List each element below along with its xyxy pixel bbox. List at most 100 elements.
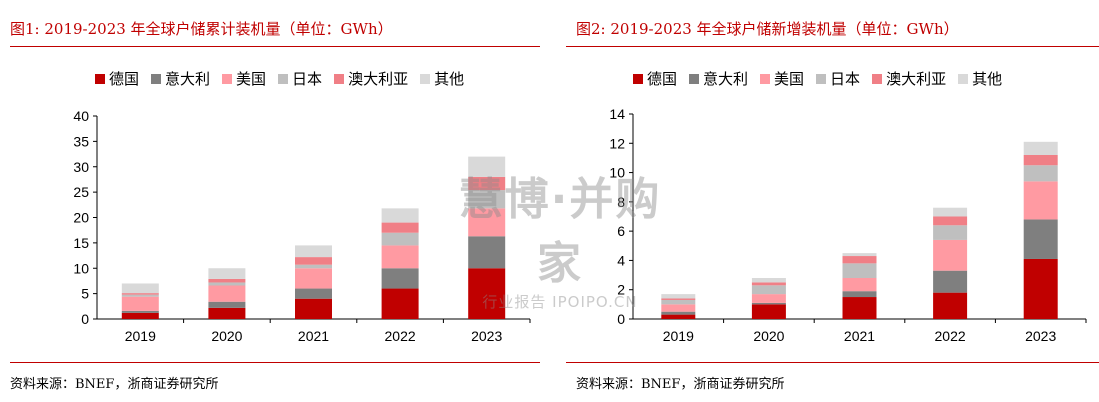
bar-segment: [1023, 155, 1058, 166]
footer-rule: [10, 362, 540, 363]
bar-segment: [1023, 181, 1058, 220]
y-tick-label: 10: [73, 260, 89, 276]
legend-item: 美国: [222, 68, 266, 89]
legend-item: 其他: [958, 68, 1002, 89]
legend-item: 美国: [760, 68, 804, 89]
legend-label: 美国: [236, 70, 267, 88]
bar-segment: [208, 278, 246, 283]
y-tick-label: 30: [73, 159, 89, 175]
bar-segment: [121, 310, 159, 313]
legend-swatch: [420, 73, 431, 84]
legend-item: 澳大利亚: [872, 68, 946, 89]
bar-segment: [381, 222, 419, 233]
y-tick-label: 15: [73, 235, 89, 251]
bar-segment: [842, 297, 877, 319]
y-tick-label: 6: [617, 223, 625, 239]
legend-swatch: [816, 73, 827, 84]
legend-item: 德国: [95, 68, 139, 89]
bar-segment: [751, 304, 786, 319]
bar-segment: [933, 270, 968, 293]
x-tick-label: 2023: [1025, 328, 1056, 344]
x-tick-label: 2021: [298, 328, 329, 344]
legend-swatch: [278, 73, 289, 84]
bar-segment: [381, 288, 419, 319]
source-note: 资料来源：BNEF，浙商证券研究所: [10, 377, 219, 392]
legend-swatch: [689, 73, 700, 84]
bar-segment: [1023, 219, 1058, 259]
legend-label: 德国: [647, 70, 678, 88]
bar-segment: [121, 283, 159, 294]
x-tick-label: 2022: [385, 328, 416, 344]
bar-segment: [468, 268, 506, 319]
legend-swatch: [334, 73, 345, 84]
chart-panel-1: 图1: 2019-2023 年全球户储累计装机量（单位：GWh） 德国 意大利 美国…: [10, 20, 540, 392]
legend-item: 其他: [420, 68, 464, 89]
x-tick-label: 2021: [844, 328, 875, 344]
bar-segment: [933, 207, 968, 217]
x-tick-label: 2020: [753, 328, 784, 344]
chart-title: 图2: 2019-2023 年全球户储新增装机量（单位：GWh）: [576, 20, 959, 38]
legend-swatch: [151, 73, 162, 84]
legend-swatch: [760, 73, 771, 84]
bar-segment: [468, 156, 506, 177]
legend: 德国 意大利 美国 日本 澳大利亚 其他: [95, 68, 476, 89]
x-tick-label: 2020: [211, 328, 242, 344]
title-rule: [10, 46, 540, 47]
y-tick-label: 35: [73, 133, 89, 149]
bar-segment: [751, 302, 786, 305]
legend-label: 澳大利亚: [886, 70, 947, 88]
bar-segment: [295, 268, 332, 289]
legend-label: 意大利: [165, 70, 211, 88]
legend-item: 德国: [633, 68, 677, 89]
bar-segment: [208, 307, 246, 319]
bar-segment: [1023, 165, 1058, 182]
bar-segment: [661, 298, 696, 300]
legend-item: 意大利: [689, 68, 748, 89]
bar-segment: [381, 245, 419, 269]
y-tick-label: 14: [609, 106, 625, 122]
legend-item: 澳大利亚: [334, 68, 408, 89]
bar-segment: [468, 190, 506, 209]
stacked-bar-chart: 0 5 10 15 20 25 30 35 40 2019 2020 2021 2022 2023: [73, 108, 531, 344]
bar-segment: [751, 282, 786, 286]
y-tick-label: 10: [609, 165, 625, 181]
bar-segment: [121, 293, 159, 295]
bar-segment: [381, 268, 419, 289]
bar-segment: [208, 285, 246, 302]
legend-swatch: [872, 73, 883, 84]
bar-segment: [121, 312, 159, 319]
legend-label: 日本: [292, 70, 323, 88]
chart-panel-2: 图2: 2019-2023 年全球户储新增装机量（单位：GWh） 德国 意大利 美国…: [566, 0, 1099, 402]
bar-segment: [661, 294, 696, 299]
bar-segment: [842, 253, 877, 257]
bar-segment: [1023, 258, 1058, 319]
y-tick-label: 12: [609, 135, 625, 151]
legend-label: 其他: [434, 70, 465, 88]
stacked-bar-chart: 0 2 4 6 8 10 12 14 2019 2020 2021 2022 2023: [609, 106, 1087, 344]
legend-label: 其他: [972, 70, 1003, 88]
x-tick-label: 2019: [663, 328, 694, 344]
legend-swatch: [95, 73, 105, 84]
y-tick-label: 20: [73, 210, 89, 226]
y-tick-label: 8: [617, 194, 625, 210]
legend-item: 日本: [278, 68, 322, 89]
y-tick-label: 0: [617, 311, 625, 327]
x-tick-label: 2019: [125, 328, 156, 344]
bar-segment: [468, 236, 506, 269]
y-tick-label: 2: [617, 282, 625, 298]
bar-segment: [661, 311, 696, 315]
bar-segment: [295, 257, 332, 265]
legend-label: 澳大利亚: [348, 70, 409, 88]
bar-segment: [295, 288, 332, 299]
bar-segment: [121, 296, 159, 311]
y-tick-label: 5: [81, 286, 89, 302]
bar-segment: [842, 291, 877, 298]
x-tick-label: 2023: [471, 328, 502, 344]
legend-swatch: [958, 73, 969, 84]
bar-segment: [121, 294, 159, 297]
bar-segment: [208, 301, 246, 308]
bar-segment: [468, 176, 506, 191]
legend-label: 意大利: [703, 70, 749, 88]
legend-swatch: [633, 73, 643, 84]
bar-segment: [661, 314, 696, 319]
